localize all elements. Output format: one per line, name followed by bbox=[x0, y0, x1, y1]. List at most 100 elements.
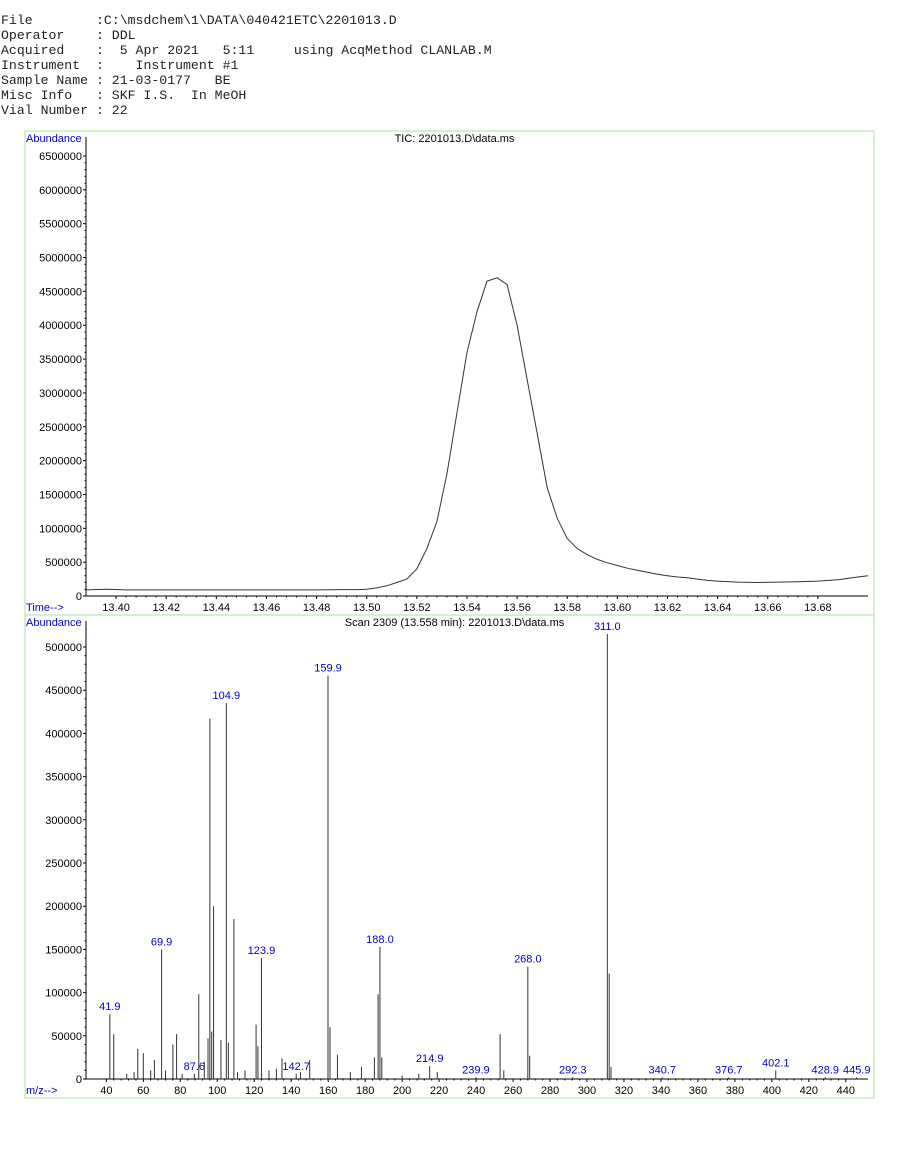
x-tick-label: 260 bbox=[504, 1085, 522, 1097]
x-tick-label: 400 bbox=[763, 1085, 781, 1097]
header-label: Sample Name bbox=[1, 73, 96, 88]
peak-label: 268.0 bbox=[514, 954, 542, 966]
header-value: : Instrument #1 bbox=[95, 58, 239, 73]
y-tick-label: 100000 bbox=[45, 988, 82, 1000]
y-tick-label: 500000 bbox=[45, 642, 82, 654]
x-tick-label: 440 bbox=[837, 1085, 855, 1097]
y-tick-label: 350000 bbox=[45, 772, 82, 784]
x-tick-label: 13.48 bbox=[303, 602, 331, 614]
y-tick-label: 4000000 bbox=[39, 320, 82, 332]
x-tick-label: 300 bbox=[578, 1085, 596, 1097]
header-line: File :C:\msdchem\1\DATA\040421ETC\220101… bbox=[1, 13, 492, 28]
y-tick-label: 6000000 bbox=[39, 185, 82, 197]
x-tick-label: 180 bbox=[356, 1085, 374, 1097]
x-tick-label: 100 bbox=[208, 1085, 226, 1097]
x-tick-label: 13.40 bbox=[102, 602, 130, 614]
header-label: File bbox=[1, 13, 96, 28]
x-tick-label: 13.52 bbox=[403, 602, 431, 614]
peak-label: 428.9 bbox=[812, 1064, 840, 1076]
chart-frame bbox=[24, 614, 875, 1099]
peak-label: 376.7 bbox=[715, 1064, 743, 1076]
y-tick-label: 400000 bbox=[45, 728, 82, 740]
y-tick-label: 500000 bbox=[45, 557, 82, 569]
y-tick-label: 5000000 bbox=[39, 253, 82, 265]
peak-label: 188.0 bbox=[366, 934, 394, 946]
peak-label: 104.9 bbox=[213, 690, 241, 702]
y-tick-label: 3000000 bbox=[39, 388, 82, 400]
x-tick-label: 80 bbox=[174, 1085, 186, 1097]
y-axis-label: Abundance bbox=[26, 617, 82, 629]
peak-label: 340.7 bbox=[648, 1064, 676, 1076]
x-tick-label: 13.58 bbox=[553, 602, 581, 614]
peak-label: 402.1 bbox=[762, 1057, 790, 1069]
y-tick-label: 4500000 bbox=[39, 286, 82, 298]
header-label: Vial Number bbox=[1, 103, 96, 118]
header-value: : 22 bbox=[95, 103, 128, 118]
x-tick-label: 240 bbox=[467, 1085, 485, 1097]
y-axis-label: Abundance bbox=[26, 133, 82, 145]
header-value: : 5 Apr 2021 5:11 using AcqMethod CLANLA… bbox=[95, 43, 492, 58]
x-tick-label: 280 bbox=[541, 1085, 559, 1097]
x-tick-label: 340 bbox=[652, 1085, 670, 1097]
y-tick-label: 6500000 bbox=[39, 151, 82, 163]
x-tick-label: 200 bbox=[393, 1085, 411, 1097]
y-tick-label: 50000 bbox=[51, 1031, 82, 1043]
y-tick-label: 1000000 bbox=[39, 523, 82, 535]
x-tick-label: 13.44 bbox=[203, 602, 231, 614]
y-tick-label: 2000000 bbox=[39, 456, 82, 468]
header-line: Vial Number : 22 bbox=[1, 103, 492, 118]
peak-label: 123.9 bbox=[248, 945, 276, 957]
header-value: : SKF I.S. In MeOH bbox=[95, 88, 247, 103]
x-tick-label: 13.64 bbox=[704, 602, 732, 614]
x-tick-label: 360 bbox=[689, 1085, 707, 1097]
peak-label: 69.9 bbox=[151, 936, 172, 948]
x-tick-label: 380 bbox=[726, 1085, 744, 1097]
y-tick-label: 300000 bbox=[45, 815, 82, 827]
x-tick-label: 320 bbox=[615, 1085, 633, 1097]
x-tick-label: 60 bbox=[137, 1085, 149, 1097]
peak-label: 87.6 bbox=[184, 1061, 205, 1073]
x-tick-label: 13.56 bbox=[503, 602, 531, 614]
peak-label: 311.0 bbox=[594, 621, 621, 633]
x-tick-label: 13.66 bbox=[754, 602, 782, 614]
x-tick-label: 13.42 bbox=[152, 602, 180, 614]
header-line: Acquired : 5 Apr 2021 5:11 using AcqMeth… bbox=[1, 43, 492, 58]
peak-label: 292.3 bbox=[559, 1064, 587, 1076]
header-label: Instrument bbox=[1, 58, 96, 73]
x-axis-label: Time--> bbox=[26, 602, 64, 614]
header-label: Misc Info bbox=[1, 88, 96, 103]
y-tick-label: 0 bbox=[76, 591, 82, 603]
x-tick-label: 13.50 bbox=[353, 602, 381, 614]
y-tick-label: 1500000 bbox=[39, 489, 82, 501]
x-tick-label: 420 bbox=[800, 1085, 818, 1097]
y-tick-label: 5500000 bbox=[39, 219, 82, 231]
x-tick-label: 40 bbox=[100, 1085, 112, 1097]
y-tick-label: 450000 bbox=[45, 685, 82, 697]
y-tick-label: 0 bbox=[76, 1074, 82, 1086]
x-tick-label: 140 bbox=[282, 1085, 300, 1097]
x-tick-label: 13.46 bbox=[253, 602, 281, 614]
chart-title: TIC: 2201013.D\data.ms bbox=[395, 133, 515, 145]
x-tick-label: 13.60 bbox=[604, 602, 632, 614]
y-tick-label: 250000 bbox=[45, 858, 82, 870]
peak-label: 41.9 bbox=[99, 1001, 120, 1013]
x-axis-label: m/z--> bbox=[26, 1085, 57, 1097]
x-tick-label: 13.54 bbox=[453, 602, 481, 614]
peak-label: 445.9 bbox=[843, 1064, 871, 1076]
header-value: : DDL bbox=[95, 28, 136, 43]
tic-trace-line bbox=[85, 277, 869, 591]
header-line: Operator : DDL bbox=[1, 28, 492, 43]
chart-title: Scan 2309 (13.558 min): 2201013.D\data.m… bbox=[345, 617, 565, 629]
header-line: Sample Name : 21-03-0177 BE bbox=[1, 73, 492, 88]
peak-label: 214.9 bbox=[416, 1053, 444, 1065]
header-line: Instrument : Instrument #1 bbox=[1, 58, 492, 73]
header-label: Acquired bbox=[1, 43, 96, 58]
header-label: Operator bbox=[1, 28, 96, 43]
chart-frame bbox=[24, 130, 875, 616]
header-value: : 21-03-0177 BE bbox=[95, 73, 231, 88]
header-line: Misc Info : SKF I.S. In MeOH bbox=[1, 88, 492, 103]
x-tick-label: 13.68 bbox=[804, 602, 832, 614]
y-tick-label: 2500000 bbox=[39, 422, 82, 434]
peak-label: 142.7 bbox=[282, 1061, 310, 1073]
